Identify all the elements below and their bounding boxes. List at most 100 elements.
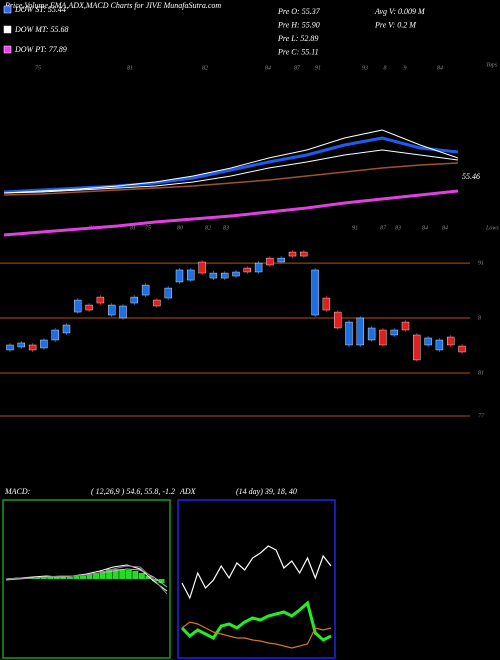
candle [322,297,331,311]
series-line [3,136,459,194]
candle [311,269,319,316]
candle [390,329,398,336]
tops-label: Tops [486,62,498,68]
info-text: Avg V: 0.009 M [374,7,426,16]
candle [198,261,206,274]
candle [356,317,364,346]
candle [141,284,150,296]
candle [62,324,71,334]
candle [164,287,172,299]
histogram-bar [86,575,93,579]
date-label: 8 [384,65,387,71]
candle [458,345,466,353]
panel-border [2,499,171,659]
legend-label: DOW MT: 55.68 [14,25,69,34]
series-line [3,189,459,237]
histogram-bar [79,576,86,579]
date-label: 81 [127,65,133,71]
date-label: 91 [352,225,358,231]
histogram-bar [73,576,80,579]
candle [232,271,240,277]
info-text: Pre H: 55.90 [277,20,320,29]
candle [175,269,184,283]
legend-swatch [3,45,12,54]
candle [74,299,82,313]
candle [288,251,297,257]
level-label: 77 [478,413,485,419]
panel-title: ADX [179,487,197,496]
histogram-bar [125,570,132,579]
histogram-bar [106,569,113,579]
series-line [3,162,459,196]
candle [40,339,48,349]
histogram-bar [158,579,165,583]
candle [345,321,353,346]
series-line [180,600,332,642]
histogram-bar [145,576,152,579]
level-label: 81 [478,370,484,376]
candle [17,342,25,348]
date-label: 75 [35,65,41,71]
histogram-bar [34,578,41,579]
histogram-bar [40,577,47,579]
candle [300,251,308,257]
candle [119,305,127,319]
histogram-bar [132,571,139,579]
info-text: Pre O: 55.37 [277,7,321,16]
date-label: 84 [265,64,271,71]
date-label: 93 [362,65,368,71]
candle [266,257,274,266]
date-label: 75 [145,225,151,231]
candle [413,334,421,361]
legend-swatch [3,25,12,34]
histogram-bar [66,577,73,579]
candle [209,272,218,279]
date-label: 83 [223,225,229,231]
candle [379,329,387,346]
date-label: 87 [294,65,301,71]
date-label: 9 [404,65,407,71]
lows-label: Lows [485,225,499,231]
candle [187,269,195,281]
series-line [181,621,332,649]
candle [254,262,263,273]
histogram-bar [112,569,119,579]
series-line [5,565,168,595]
histogram-bar [99,571,106,579]
series-line [181,545,332,600]
date-label: 83 [395,225,401,231]
candle [401,321,410,331]
candle [435,339,444,351]
histogram-bar [60,577,67,579]
panel-subtitle: (14 day) 39, 18, 40 [236,487,297,496]
candle [334,311,342,329]
histogram-bar [47,577,54,579]
date-label: 81 [130,225,136,231]
series-line [3,149,459,194]
candle [367,327,376,341]
candle [51,329,59,341]
date-label: 84 [437,64,443,71]
date-label: 84 [422,224,428,231]
histogram-bar [138,573,145,579]
histogram-bar [53,577,60,579]
candle [447,336,455,346]
candle [28,344,37,351]
candle [6,344,14,351]
legend-swatch [3,5,12,14]
candle [85,304,93,311]
level-label: 91 [478,260,484,266]
series-line [5,564,168,592]
level-label: 8 [478,315,481,321]
series-line [3,129,459,194]
legend-label: DOW PT: 77.89 [14,45,67,54]
date-label: 91 [315,65,321,71]
candle [130,296,139,304]
candle [277,257,285,263]
candle [243,267,252,273]
info-text: Pre L: 52.89 [277,34,318,43]
date-label: 82 [202,65,208,71]
page-title: Price,Volume,EMA,ADX,MACD Charts for JIV… [4,1,221,10]
histogram-bar [119,569,126,579]
